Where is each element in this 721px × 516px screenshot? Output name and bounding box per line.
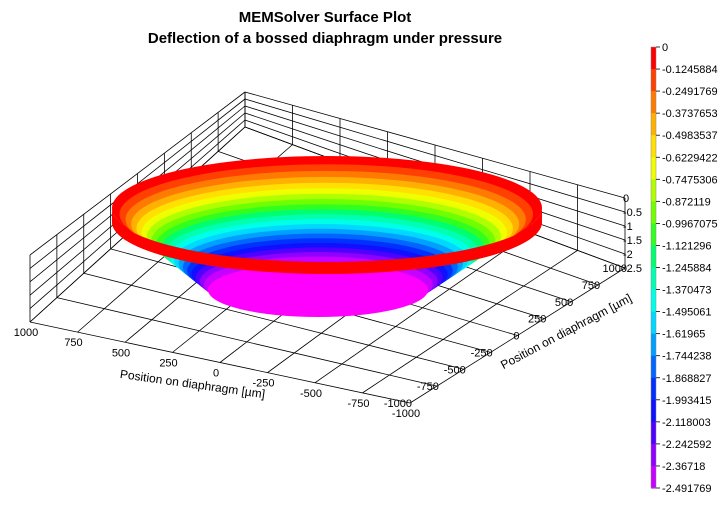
colorbar-label: -2.491769 (662, 483, 712, 495)
colorbar-segment (651, 69, 656, 92)
colorbar-segment (651, 113, 656, 136)
colorbar-label: -2.118003 (662, 417, 711, 429)
y-tick-label: -1000 (384, 398, 412, 410)
colorbar-segment (651, 135, 656, 158)
x-tick-label: 250 (159, 357, 177, 369)
x-tick-label: 1000 (14, 327, 38, 339)
colorbar-label: -1.744238 (662, 351, 712, 363)
z-axis-ticks: 0 -0.5 -1 -1.5 -2 -2.5 (623, 193, 642, 275)
colorbar-segment (651, 267, 656, 291)
colorbar-label: -0.872119 (662, 196, 711, 208)
y-tick-label: 250 (528, 314, 546, 326)
surface-front-rim (112, 210, 542, 274)
x-tick-label: -500 (300, 388, 322, 400)
colorbar-label: -2.36718 (662, 461, 705, 473)
y-tick-label: -500 (444, 364, 466, 376)
colorbar-segment (651, 465, 656, 489)
colorbar-label: 0 (662, 42, 668, 54)
z-tick-label: -1.5 (623, 235, 642, 247)
colorbar-segment (651, 311, 656, 335)
colorbar-label: -0.2491769 (662, 86, 718, 98)
colorbar-label: -1.61965 (662, 329, 705, 341)
colorbar-label: -0.7475306 (662, 174, 718, 186)
colorbar-label: -0.3737653 (662, 108, 718, 120)
colorbar-segment (651, 377, 656, 401)
x-tick-label: 750 (64, 337, 82, 349)
x-axis-ticks: 1000 750 500 250 0 -250 -500 -750 -1000 (14, 327, 420, 420)
colorbar-segment (651, 289, 656, 313)
floor-gridline (409, 267, 626, 404)
y-tick-label: 500 (555, 297, 573, 309)
deflection-surface (112, 156, 542, 317)
colorbar-label: -0.9967075 (662, 218, 718, 230)
y-tick-label: -750 (417, 381, 439, 393)
x-tick-label: -1000 (392, 408, 420, 420)
y-tick-label: -250 (471, 347, 493, 359)
x-tick-label: -750 (347, 398, 369, 410)
y-tick-label: 750 (582, 280, 600, 292)
colorbar-segment (651, 179, 656, 202)
colorbar-segment (651, 47, 656, 70)
colorbar-segment (651, 245, 656, 269)
wall-gridline (29, 91, 246, 256)
colorbar-label: -0.6229422 (662, 152, 718, 164)
x-tick-label: -250 (252, 378, 274, 390)
x-tick-label: 500 (112, 347, 130, 359)
colorbar-label: -1.868827 (662, 373, 712, 385)
z-tick-label: 0 (623, 193, 629, 205)
colorbar-segment (651, 157, 656, 180)
z-tick-label: -2 (623, 249, 633, 261)
colorbar-segment (651, 421, 656, 445)
colorbar-label: -2.242592 (662, 439, 712, 451)
x-axis-label: Position on diaphragm [µm] (119, 367, 266, 401)
surface-boss-center (208, 263, 428, 317)
colorbar-segment (651, 333, 656, 357)
colorbar-segment (651, 399, 656, 423)
colorbar-segment (651, 201, 656, 224)
floor-gridline (362, 250, 578, 394)
floor-gridline (314, 232, 531, 384)
colorbar-label: -1.121296 (662, 240, 712, 252)
colorbar-segment (651, 355, 656, 379)
wall-gridline (244, 98, 626, 213)
y-tick-label: 0 (513, 331, 519, 343)
colorbar-label: -1.245884 (662, 263, 712, 275)
colorbar: 0 -0.1245884 -0.2491769 -0.3737653 -0.498353… (650, 42, 718, 495)
chart-title: MEMSolver Surface Plot (239, 9, 412, 26)
colorbar-segment (651, 91, 656, 114)
z-tick-label: -1 (623, 221, 633, 233)
z-tick-label: -2.5 (623, 263, 642, 275)
colorbar-label: -1.495061 (662, 307, 712, 319)
colorbar-label: -1.370473 (662, 285, 712, 297)
colorbar-segment (651, 443, 656, 467)
wall-gridline (244, 91, 626, 199)
chart-subtitle: Deflection of a bossed diaphragm under p… (148, 30, 502, 47)
x-tick-label: 0 (213, 368, 219, 380)
z-tick-label: -0.5 (623, 207, 642, 219)
colorbar-label: -0.1245884 (662, 64, 718, 76)
y-tick-label: 1000 (603, 263, 627, 275)
colorbar-label: -1.993415 (662, 395, 712, 407)
colorbar-segment (651, 223, 656, 247)
colorbar-label: -0.4983537 (662, 130, 718, 142)
